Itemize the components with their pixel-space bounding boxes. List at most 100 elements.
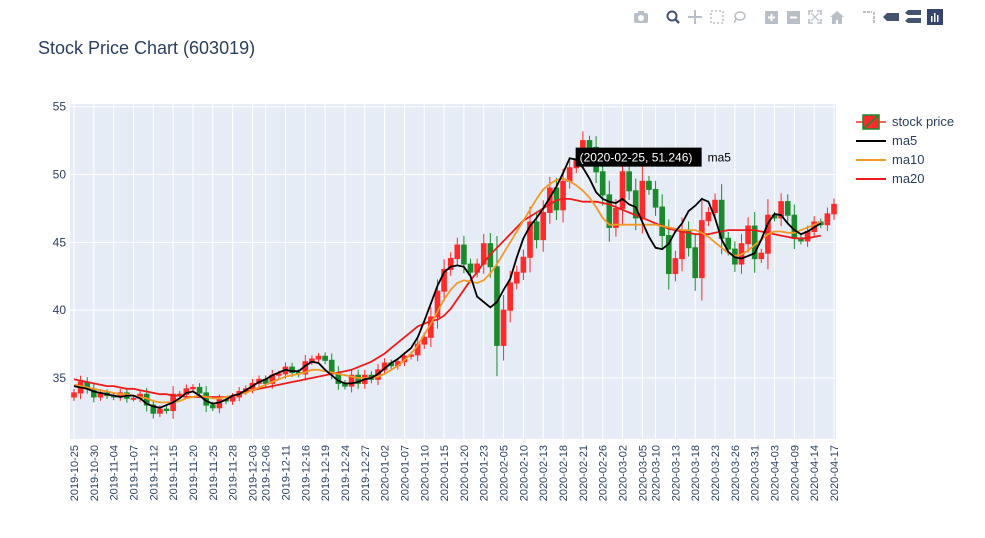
x-tick-label: 2019-11-20 [188,445,200,500]
x-tick-label: 2019-11-28 [228,445,240,500]
x-tick-label: 2020-02-05 [499,445,511,501]
candle [322,352,328,365]
candle-body [507,282,513,311]
candle-body [639,180,646,219]
x-tick-label: 2019-11-12 [148,445,160,500]
candle-body [613,207,619,228]
x-tick-label: 2019-10-30 [89,445,101,501]
legend-label: stock price [892,114,955,129]
y-tick-label: 45 [53,235,67,249]
ma20-line [73,198,821,398]
candle-body [276,373,282,376]
zoom-icon[interactable] [664,8,682,26]
legend-label: ma5 [892,133,918,148]
candle [626,162,632,201]
x-tick-label: 2020-04-14 [809,445,821,501]
candle [520,249,527,280]
tooltip-text: (2020-02-25, 51.246) [580,151,693,165]
candle-body [705,212,712,222]
x-tick-label: 2020-01-15 [439,445,451,501]
lasso-icon[interactable] [730,8,748,26]
camera-icon[interactable] [632,8,650,26]
candle-body [533,221,540,241]
x-tick-label: 2020-03-10 [651,445,663,501]
hover-closest-icon[interactable] [882,8,900,26]
x-tick-label: 2019-11-04 [109,445,121,500]
candle-body [632,190,639,219]
y-tick-label: 55 [53,100,67,114]
x-tick-label: 2020-04-09 [789,445,801,501]
candle-body [784,201,791,216]
candle [315,352,322,363]
candle [163,405,170,414]
home-icon[interactable] [828,8,846,26]
candle-body [712,199,718,214]
candle-body [196,386,203,394]
x-tick-label: 2020-01-20 [459,445,471,501]
zoom-in-icon[interactable] [762,8,780,26]
x-tick-label: 2019-12-11 [280,445,292,500]
candle-body [348,374,355,387]
hover-compare-icon[interactable] [904,8,922,26]
candle-body [467,263,474,273]
legend-item-ma10[interactable]: ma10 [856,150,954,169]
candle-body [150,404,157,414]
candle-body [441,268,447,292]
x-tick-label: 2020-01-10 [419,445,431,501]
legend-item-stock-price[interactable]: stock price [856,112,954,131]
legend-item-ma5[interactable]: ma5 [856,131,954,150]
x-tick-label: 2020-03-18 [690,445,702,501]
candle [672,250,679,282]
tooltip-box [575,147,702,167]
candle-body [421,336,428,345]
tooltip-series: ma5 [708,151,732,165]
candle-body [672,258,679,275]
candle-body [606,194,613,228]
candle [613,199,619,237]
y-tick-label: 50 [53,168,67,182]
legend-item-ma20[interactable]: ma20 [856,169,954,188]
x-tick-label: 2019-11-15 [168,445,180,500]
x-tick-label: 2020-04-03 [770,445,782,501]
candle [652,180,659,216]
candle-body [586,140,593,148]
candle-body [599,171,606,196]
box-select-icon[interactable] [708,8,726,26]
candle [824,207,831,232]
candle-body [163,408,170,412]
x-tick-label: 2020-02-13 [538,445,550,501]
x-tick-label: 2020-02-10 [518,445,530,501]
candle [454,237,461,266]
x-tick-label: 2020-03-23 [710,445,722,501]
candle [560,168,566,223]
x-tick-label: 2019-10-25 [69,445,81,501]
candle [606,180,613,242]
candle [494,235,500,377]
x-tick-label: 2020-02-18 [558,445,570,501]
candle-body [619,171,626,209]
candle-body [434,290,441,318]
candle-body [553,187,560,211]
candle [665,219,672,290]
candle-body [692,247,699,279]
plot-area [70,104,836,439]
candle-body [646,180,652,190]
pan-icon[interactable] [686,8,704,26]
candle-body [461,244,467,265]
plotly-logo-icon[interactable] [926,8,944,26]
x-tick-label: 2019-12-27 [360,445,372,501]
spike-lines-icon[interactable] [860,8,878,26]
candle [758,248,765,264]
candle-body [527,221,533,258]
candle [150,399,157,419]
candle-body [778,201,784,219]
autoscale-icon[interactable] [806,8,824,26]
candle-body [758,252,765,260]
zoom-out-icon[interactable] [784,8,802,26]
x-tick-label: 2019-12-24 [340,445,352,501]
x-tick-label: 2020-01-02 [380,445,392,501]
candle-body [447,258,454,270]
hover-tooltip: (2020-02-25, 51.246) ma5 [575,147,732,167]
candle [467,258,474,278]
